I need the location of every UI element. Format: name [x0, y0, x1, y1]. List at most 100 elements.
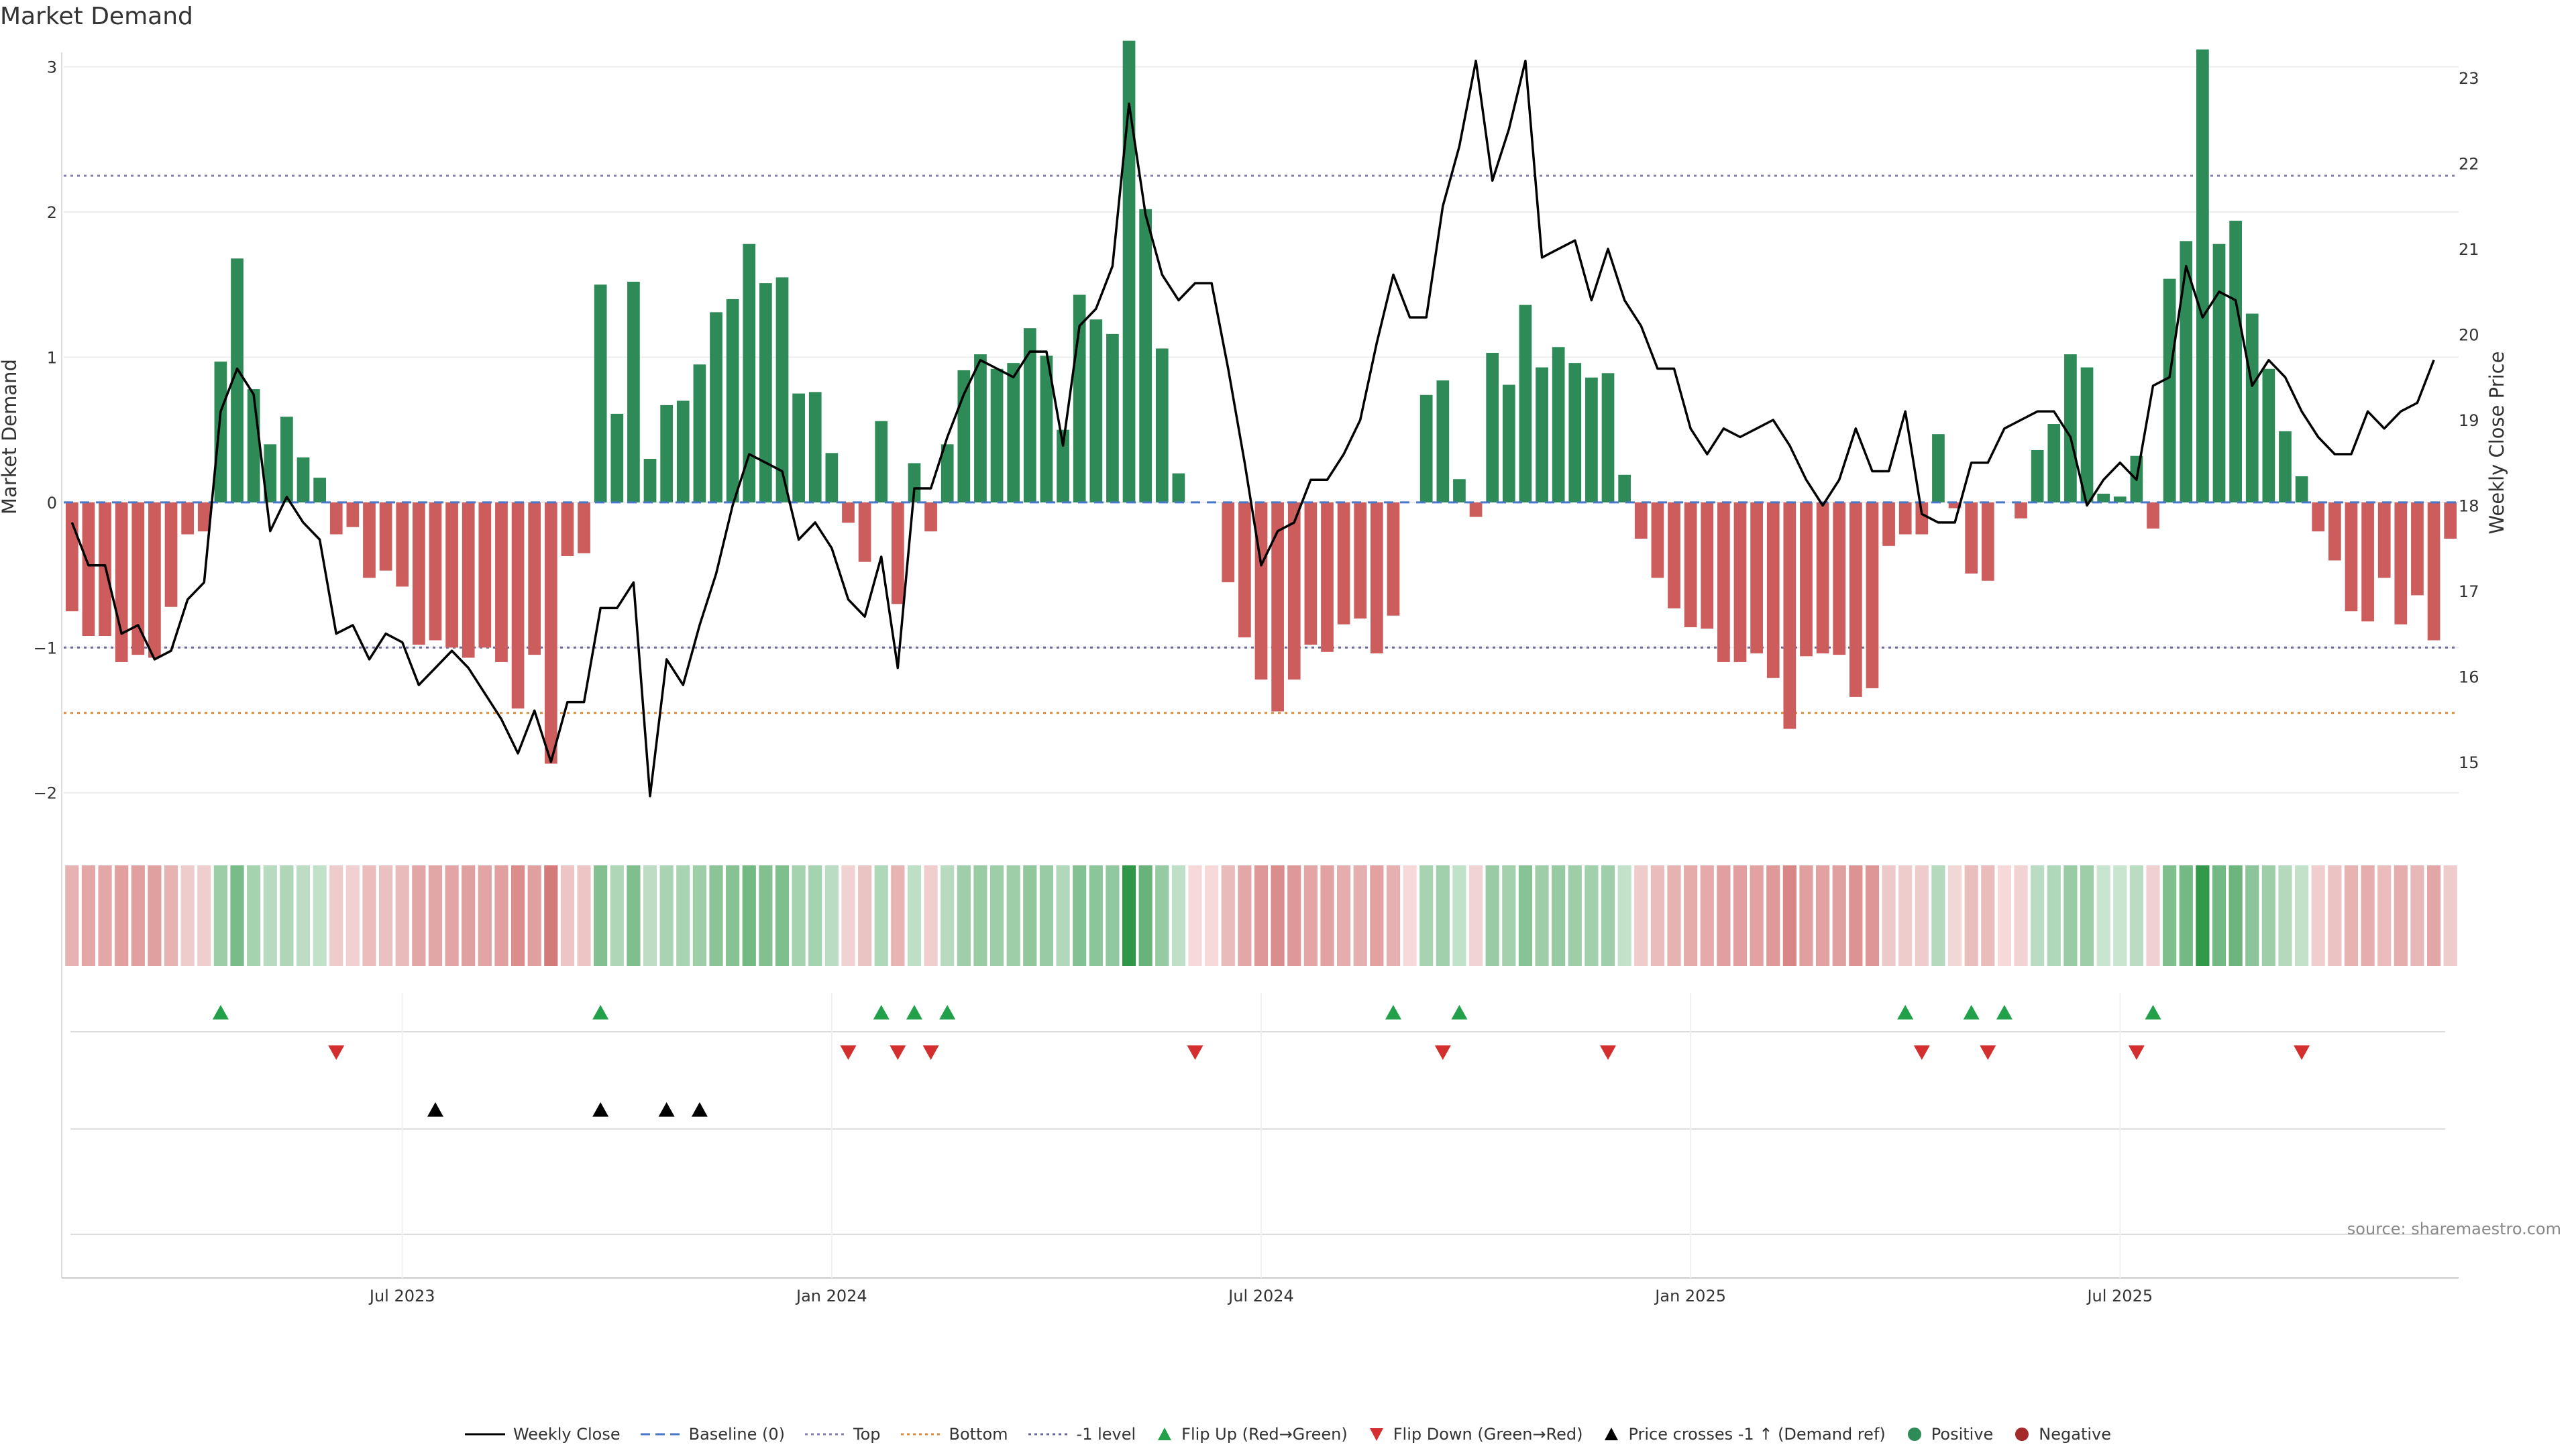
legend-label: Negative — [2039, 1425, 2112, 1444]
flip-up-marker — [939, 1005, 956, 1020]
y2-tick-label: 23 — [2459, 69, 2479, 88]
flip-up-marker — [2145, 1005, 2161, 1020]
demand-bar — [1965, 502, 1978, 574]
heat-strip-cell — [2196, 865, 2210, 966]
demand-bar — [1337, 502, 1350, 625]
x-tick-label: Jul 2025 — [2086, 1287, 2153, 1305]
demand-bar — [214, 361, 227, 502]
demand-bar — [2345, 502, 2358, 612]
demand-bar — [1833, 502, 1846, 655]
demand-bar — [1750, 502, 1763, 653]
demand-bar — [1948, 502, 1962, 508]
demand-bar — [1668, 502, 1680, 608]
heat-strip-cell — [692, 865, 706, 966]
legend-label: -1 level — [1076, 1425, 1136, 1444]
legend-label: Positive — [1931, 1425, 1994, 1444]
heat-strip-cell — [1898, 865, 1913, 966]
demand-bar — [1536, 367, 1548, 502]
demand-bar — [164, 502, 178, 607]
heat-strip-cell — [1089, 865, 1103, 966]
heat-strip-cell — [1882, 865, 1896, 966]
demand-bar — [2229, 221, 2242, 502]
demand-bar — [759, 283, 772, 502]
y-tick-label: 1 — [47, 348, 57, 367]
demand-bar — [693, 364, 706, 502]
demand-bar — [2279, 431, 2292, 502]
heat-strip-cell — [1568, 865, 1582, 966]
demand-bar — [1981, 502, 1994, 581]
demand-bar — [1106, 333, 1119, 502]
demand-bar — [1354, 502, 1367, 619]
heat-strip-cell — [1419, 865, 1434, 966]
heat-strip-cell — [2080, 865, 2094, 966]
heat-strip-cell — [1138, 865, 1152, 966]
heat-strip-cell — [2410, 865, 2424, 966]
demand-bar — [1222, 502, 1235, 582]
flip-up-marker — [1897, 1005, 1914, 1020]
heat-strip-cell — [1238, 865, 1252, 966]
demand-bar — [1057, 429, 1069, 502]
legend-item: Negative — [2013, 1425, 2111, 1444]
heat-strip-cell — [627, 865, 641, 966]
demand-bar — [1007, 363, 1020, 502]
demand-bar — [1387, 502, 1400, 616]
heat-strip-cell — [792, 865, 806, 966]
demand-bar — [197, 502, 211, 532]
heat-strip-cell — [2361, 865, 2375, 966]
heat-strip-cell — [2014, 865, 2028, 966]
demand-bar — [710, 312, 722, 502]
heat-strip-cell — [1717, 865, 1731, 966]
heat-strip-cell — [263, 865, 277, 966]
heat-strip-cell — [1188, 865, 1202, 966]
heat-strip-cell — [329, 865, 343, 966]
heat-strip-cell — [1766, 865, 1780, 966]
flip-down-marker — [2128, 1045, 2145, 1060]
demand-bar — [1023, 328, 1036, 502]
heat-strip-cell — [313, 865, 327, 966]
legend-label: Weekly Close — [513, 1425, 621, 1444]
demand-bar — [264, 444, 277, 502]
heat-strip-cell — [180, 865, 195, 966]
heat-strip-cell — [1947, 865, 1962, 966]
heat-strip-cell — [1832, 865, 1846, 966]
heat-strip-cell — [2113, 865, 2127, 966]
heat-strip-cell — [824, 865, 839, 966]
heat-strip-cell — [2377, 865, 2392, 966]
demand-bar — [643, 458, 657, 502]
demand-bar — [2411, 502, 2424, 596]
demand-bar — [1800, 502, 1813, 657]
heat-strip-cell — [527, 865, 541, 966]
demand-bar — [2147, 502, 2159, 529]
demand-bar — [1932, 434, 1945, 502]
y-axis-label: Market Demand — [0, 359, 21, 515]
demand-bar — [1436, 380, 1450, 502]
chart-title: Market Demand — [0, 3, 193, 30]
demand-bar — [941, 444, 954, 502]
demand-bar — [2262, 368, 2275, 502]
heat-strip-cell — [907, 865, 922, 966]
flip-up-marker — [873, 1005, 890, 1020]
heat-strip-cell — [511, 865, 525, 966]
demand-bar — [1287, 502, 1301, 680]
demand-bar — [1419, 394, 1433, 502]
heat-strip-cell — [1039, 865, 1054, 966]
chart-legend: Weekly Close Baseline (0) Top Bottom -1 leve… — [0, 1421, 2576, 1448]
heat-strip-cell — [428, 865, 443, 966]
legend-item: Weekly Close — [464, 1425, 621, 1444]
demand-bar — [412, 502, 425, 645]
demand-bar — [429, 502, 442, 641]
price-cross-marker — [427, 1102, 443, 1117]
heat-strip-cell — [412, 865, 426, 966]
heat-strip-cell — [941, 865, 955, 966]
demand-bar — [1486, 352, 1499, 502]
heat-strip-cell — [1320, 865, 1334, 966]
demand-bar — [842, 502, 855, 523]
demand-bar — [1040, 356, 1053, 502]
demand-bar — [1238, 502, 1251, 638]
demand-bar — [1585, 377, 1598, 502]
demand-bar — [2031, 449, 2044, 502]
weekly-close-line — [70, 59, 2435, 798]
heat-strip-cell — [81, 865, 96, 966]
heat-strip-cell — [1964, 865, 1978, 966]
demand-bar — [1601, 373, 1615, 502]
